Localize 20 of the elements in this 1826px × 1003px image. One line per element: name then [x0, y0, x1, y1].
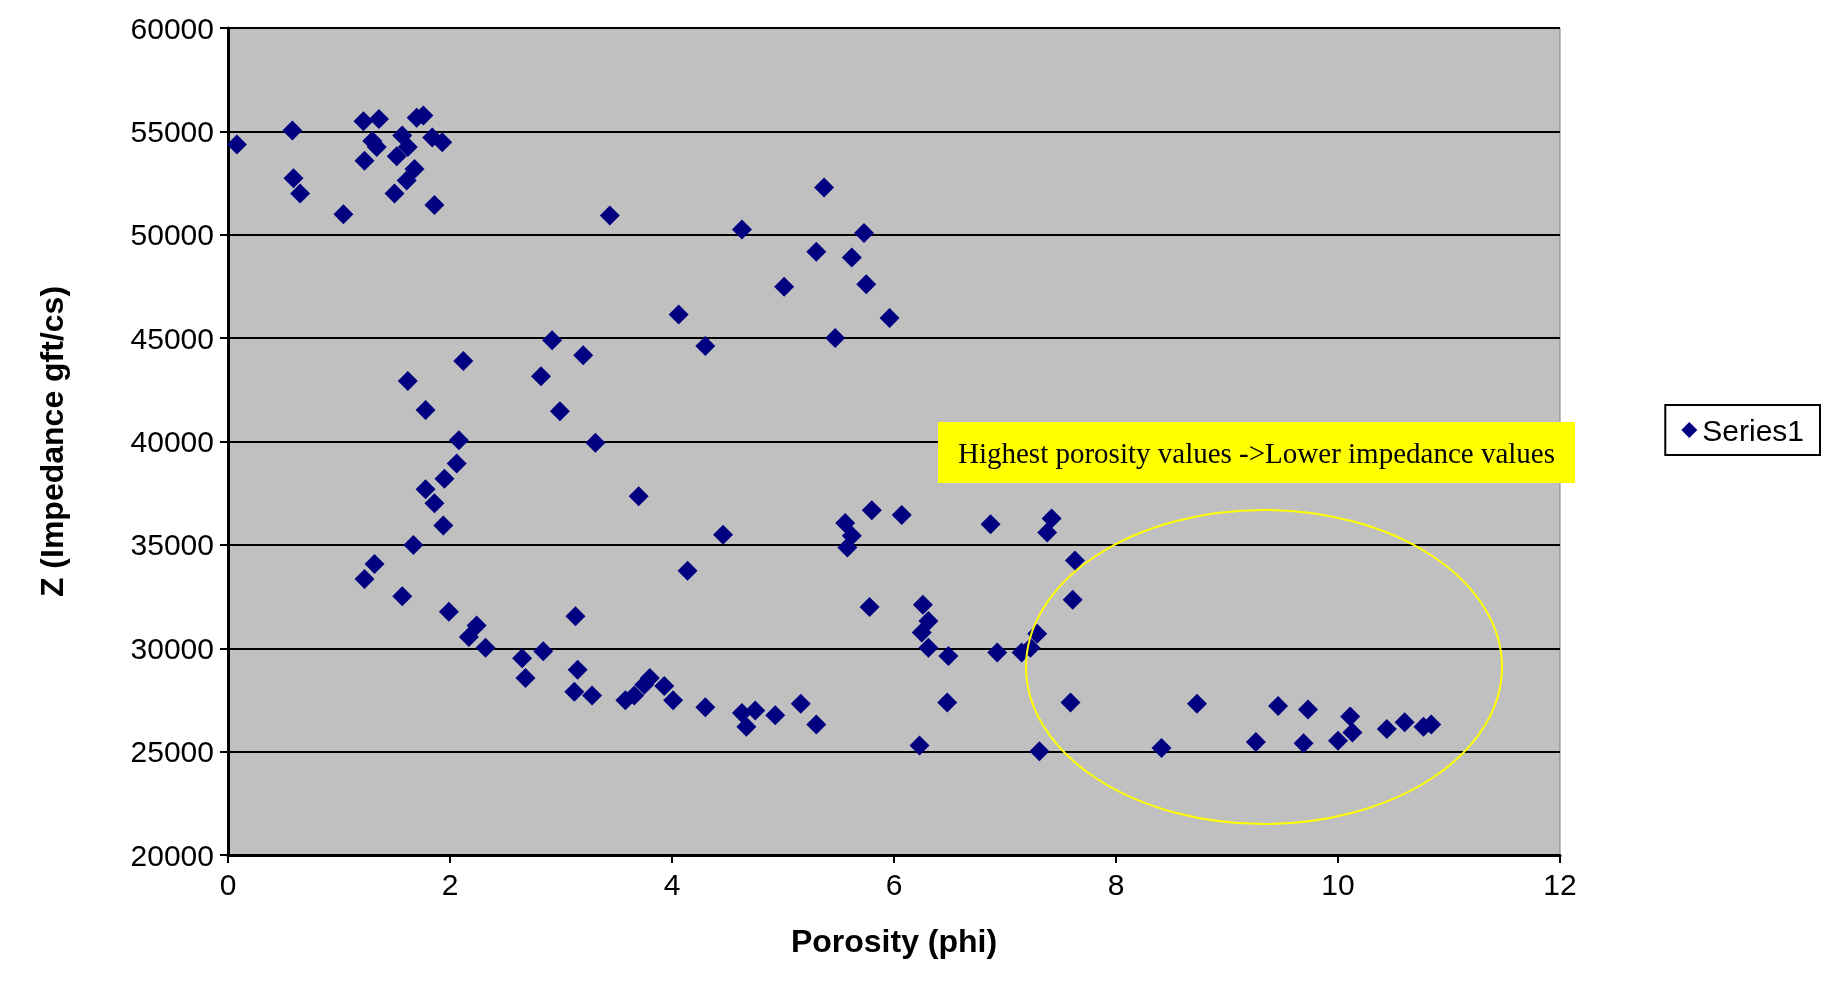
- y-tick-label: 45000: [130, 321, 214, 355]
- y-tick-label: 55000: [130, 114, 214, 148]
- x-axis-title: Porosity (phi): [790, 923, 998, 959]
- x-tick-label: 0: [219, 867, 237, 901]
- y-tick-label: 35000: [130, 528, 214, 562]
- y-tick-label: 25000: [130, 735, 214, 769]
- y-tick-label: 60000: [130, 11, 214, 45]
- annotation: Highest porosity values ->Lower impedance values: [958, 436, 1555, 469]
- y-tick-label: 40000: [130, 425, 214, 458]
- x-tick-label: 10: [1321, 867, 1355, 901]
- y-axis-title: Z (Impedance gft/cs): [34, 285, 70, 598]
- y-tick-label: 30000: [130, 631, 214, 665]
- x-tick-label: 12: [1543, 867, 1577, 901]
- x-tick-label: 6: [885, 867, 903, 901]
- x-tick-label: 2: [441, 867, 459, 901]
- legend-label: Series1: [1702, 413, 1804, 447]
- x-tick-label: 4: [663, 867, 681, 901]
- y-tick-label: 50000: [130, 218, 214, 252]
- y-tick-label: 20000: [130, 838, 214, 872]
- x-tick-label: 8: [1107, 867, 1125, 901]
